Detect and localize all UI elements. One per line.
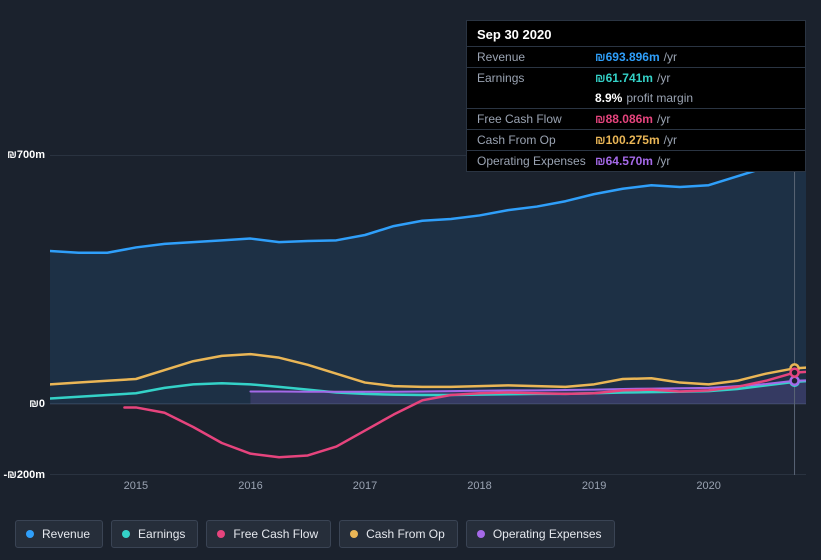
x-axis: 2015 2016 2017 2018 2019 2020 bbox=[50, 480, 806, 500]
tooltip-row: Cash From Op₪100.275m/yr bbox=[467, 129, 805, 150]
legend-label: Revenue bbox=[42, 527, 90, 541]
legend-dot-icon bbox=[217, 530, 225, 538]
tooltip-value: ₪100.275m/yr bbox=[595, 132, 677, 148]
legend-dot-icon bbox=[122, 530, 130, 538]
tooltip-value: ₪61.741m/yr bbox=[595, 70, 670, 86]
tooltip-row: Free Cash Flow₪88.086m/yr bbox=[467, 108, 805, 129]
tooltip-row: Revenue₪693.896m/yr bbox=[467, 46, 805, 67]
x-axis-label: 2017 bbox=[353, 480, 377, 492]
tooltip-value: ₪88.086m/yr bbox=[595, 111, 670, 127]
legend-item-revenue[interactable]: Revenue bbox=[15, 520, 103, 548]
tooltip-label bbox=[477, 90, 595, 106]
y-axis-label: -₪200m bbox=[0, 469, 50, 481]
tooltip-row: 8.9%profit margin bbox=[467, 88, 805, 108]
chart-legend: Revenue Earnings Free Cash Flow Cash From O… bbox=[15, 520, 615, 548]
legend-label: Earnings bbox=[138, 527, 185, 541]
tooltip-value: 8.9%profit margin bbox=[595, 90, 693, 106]
y-axis-label: ₪700m bbox=[0, 149, 50, 161]
legend-item-earnings[interactable]: Earnings bbox=[111, 520, 198, 548]
y-axis-label: ₪0 bbox=[0, 398, 50, 410]
chart-tooltip: Sep 30 2020 Revenue₪693.896m/yrEarnings₪… bbox=[466, 20, 806, 172]
x-axis-label: 2016 bbox=[238, 480, 262, 492]
legend-dot-icon bbox=[26, 530, 34, 538]
legend-label: Operating Expenses bbox=[493, 527, 602, 541]
legend-item-operating-expenses[interactable]: Operating Expenses bbox=[466, 520, 615, 548]
tooltip-label: Operating Expenses bbox=[477, 153, 595, 169]
tooltip-label: Revenue bbox=[477, 49, 595, 65]
tooltip-label: Free Cash Flow bbox=[477, 111, 595, 127]
tooltip-date: Sep 30 2020 bbox=[467, 21, 805, 46]
x-axis-label: 2015 bbox=[124, 480, 148, 492]
legend-label: Cash From Op bbox=[366, 527, 445, 541]
tooltip-label: Earnings bbox=[477, 70, 595, 86]
chart-plot bbox=[50, 155, 806, 475]
tooltip-label: Cash From Op bbox=[477, 132, 595, 148]
tooltip-value: ₪693.896m/yr bbox=[595, 49, 677, 65]
financials-chart[interactable]: ₪700m₪0-₪200m bbox=[15, 155, 806, 475]
legend-dot-icon bbox=[477, 530, 485, 538]
tooltip-value: ₪64.570m/yr bbox=[595, 153, 670, 169]
legend-dot-icon bbox=[350, 530, 358, 538]
tooltip-row: Operating Expenses₪64.570m/yr bbox=[467, 150, 805, 171]
legend-item-cash-from-op[interactable]: Cash From Op bbox=[339, 520, 458, 548]
x-axis-label: 2020 bbox=[696, 480, 720, 492]
legend-label: Free Cash Flow bbox=[233, 527, 318, 541]
legend-item-free-cash-flow[interactable]: Free Cash Flow bbox=[206, 520, 331, 548]
tooltip-row: Earnings₪61.741m/yr bbox=[467, 67, 805, 88]
x-axis-label: 2018 bbox=[467, 480, 491, 492]
x-axis-label: 2019 bbox=[582, 480, 606, 492]
